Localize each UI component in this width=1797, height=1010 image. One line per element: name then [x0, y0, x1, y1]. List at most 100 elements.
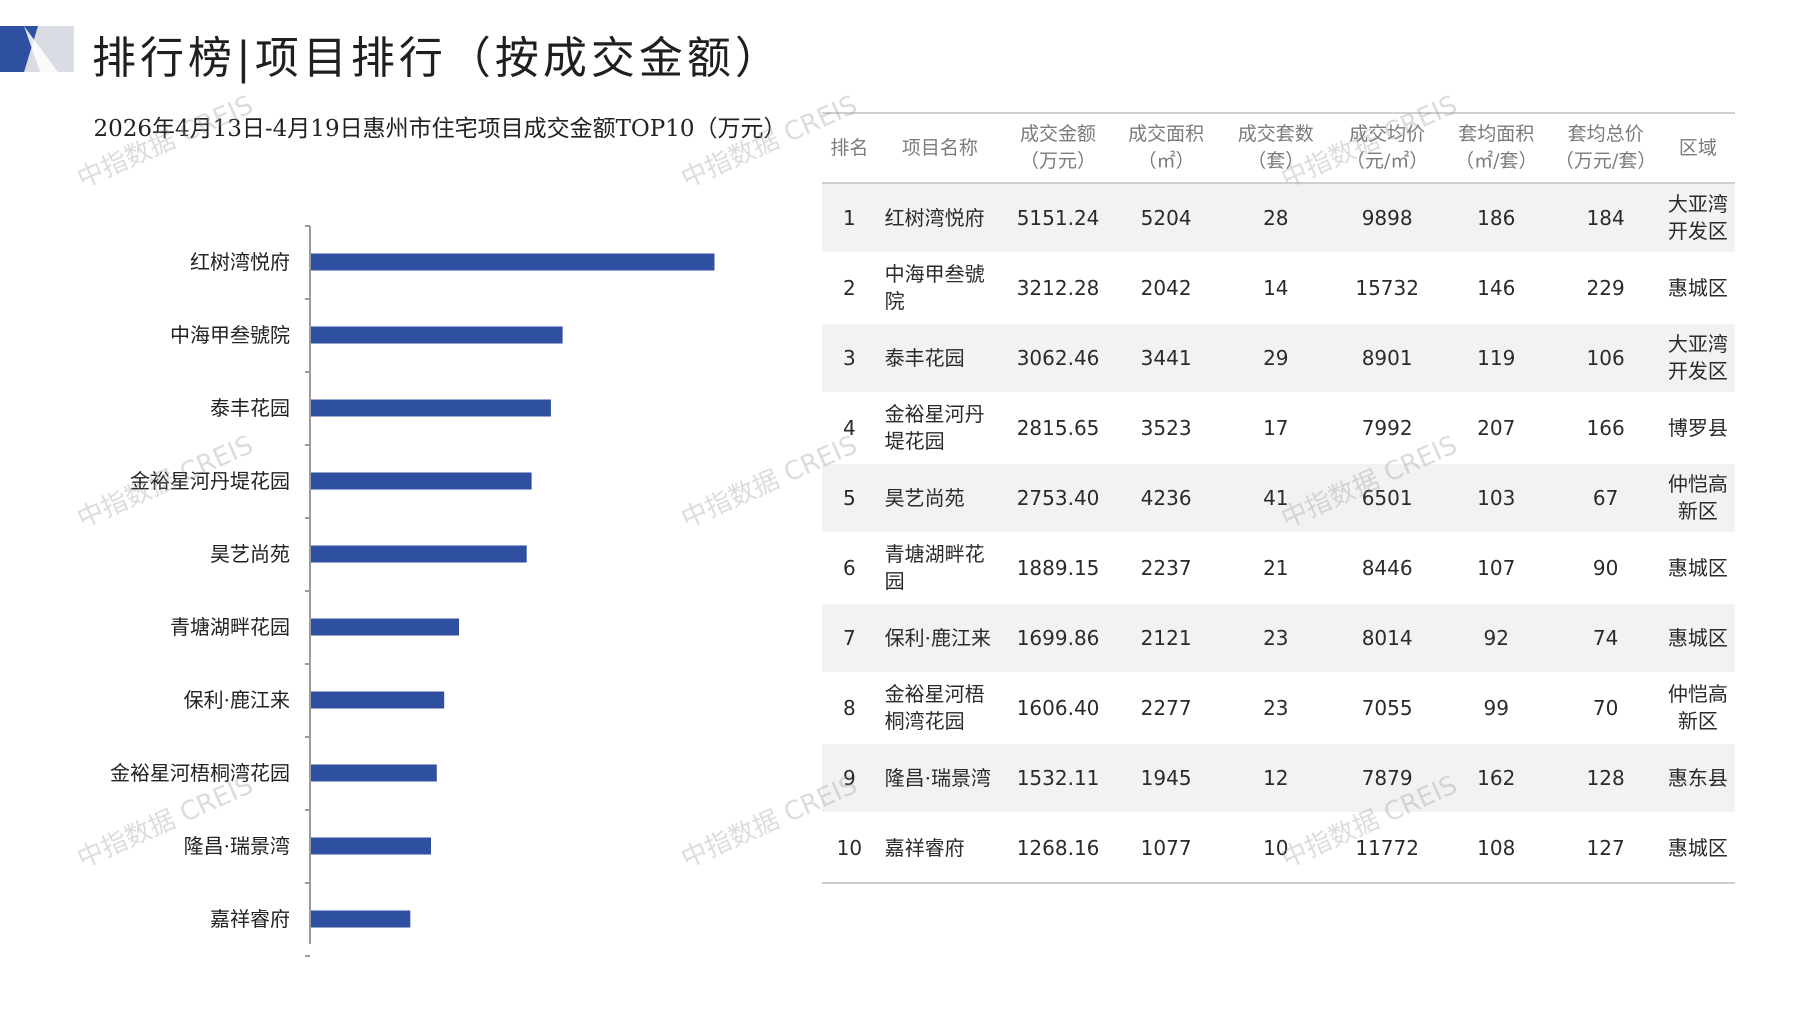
- cell-name: 金裕星河丹堤花园: [876, 393, 1004, 464]
- cell-rank: 2: [822, 253, 877, 324]
- cell-price: 11772: [1332, 813, 1442, 884]
- cell-rank: 4: [822, 393, 877, 464]
- cell-amount: 1606.40: [1003, 673, 1113, 744]
- ranking-table: 排名 项目名称 成交金额（万元） 成交面积（㎡） 成交套数（套） 成交均价（元/…: [822, 112, 1735, 884]
- cell-avg-area: 186: [1442, 183, 1551, 254]
- cell-avg-total: 70: [1550, 673, 1661, 744]
- category-label: 隆昌·瑞景湾: [184, 834, 290, 858]
- cell-amount: 1532.11: [1003, 743, 1113, 814]
- cell-region: 仲恺高新区: [1660, 673, 1735, 744]
- cell-area: 2277: [1112, 673, 1220, 744]
- cell-avg-total: 127: [1550, 813, 1661, 884]
- header-amount: 成交金额（万元）: [1003, 112, 1113, 184]
- cell-avg-area: 207: [1442, 393, 1551, 464]
- cell-avg-area: 103: [1442, 463, 1551, 534]
- table-row: 4 金裕星河丹堤花园 2815.65 3523 17 7992 207 166 博罗县: [822, 393, 1735, 464]
- header-price: 成交均价（元/㎡）: [1332, 112, 1442, 184]
- cell-price: 7055: [1332, 673, 1442, 744]
- cell-area: 4236: [1112, 463, 1220, 534]
- cell-avg-total: 166: [1550, 393, 1661, 464]
- cell-amount: 2753.40: [1003, 463, 1113, 534]
- bar: [311, 910, 411, 928]
- category-label: 红树湾悦府: [190, 250, 290, 274]
- cell-units: 23: [1219, 673, 1333, 744]
- cell-area: 5204: [1112, 183, 1220, 254]
- cell-price: 15732: [1332, 253, 1442, 324]
- bar: [311, 399, 551, 417]
- cell-price: 8901: [1332, 323, 1442, 394]
- cell-area: 2042: [1112, 253, 1220, 324]
- cell-price: 6501: [1332, 463, 1442, 534]
- cell-region: 大亚湾开发区: [1660, 183, 1735, 254]
- header-units: 成交套数（套）: [1219, 112, 1333, 184]
- cell-amount: 1699.86: [1003, 603, 1113, 674]
- cell-name: 昊艺尚苑: [876, 463, 1004, 534]
- cell-units: 17: [1219, 393, 1333, 464]
- cell-avg-area: 107: [1442, 533, 1551, 604]
- bar: [311, 837, 431, 855]
- category-label: 中海甲叁號院: [170, 323, 290, 347]
- cell-rank: 3: [822, 323, 877, 394]
- cell-avg-area: 119: [1442, 323, 1551, 394]
- cell-units: 10: [1219, 813, 1333, 884]
- cell-region: 仲恺高新区: [1660, 463, 1735, 534]
- cell-avg-total: 128: [1550, 743, 1661, 814]
- cell-name: 嘉祥睿府: [876, 813, 1004, 884]
- category-label: 嘉祥睿府: [210, 907, 290, 931]
- table-row: 9 隆昌·瑞景湾 1532.11 1945 12 7879 162 128 惠东县: [822, 743, 1735, 814]
- cell-avg-area: 108: [1442, 813, 1551, 884]
- cell-name: 红树湾悦府: [876, 183, 1004, 254]
- bar: [311, 691, 445, 709]
- cell-name: 金裕星河梧桐湾花园: [876, 673, 1004, 744]
- cell-rank: 9: [822, 743, 877, 814]
- bar: [311, 545, 527, 563]
- cell-units: 41: [1219, 463, 1333, 534]
- cell-amount: 3062.46: [1003, 323, 1113, 394]
- cell-area: 1077: [1112, 813, 1220, 884]
- table-row: 8 金裕星河梧桐湾花园 1606.40 2277 23 7055 99 70 仲恺高新区: [822, 673, 1735, 744]
- cell-price: 9898: [1332, 183, 1442, 254]
- table-row: 6 青塘湖畔花园 1889.15 2237 21 8446 107 90 惠城区: [822, 533, 1735, 604]
- cell-units: 21: [1219, 533, 1333, 604]
- bar-chart: 红树湾悦府中海甲叁號院泰丰花园金裕星河丹堤花园昊艺尚苑青塘湖畔花园保利·鹿江来金…: [110, 225, 715, 957]
- cell-area: 3441: [1112, 323, 1220, 394]
- cell-avg-area: 99: [1442, 673, 1551, 744]
- category-label: 泰丰花园: [210, 396, 290, 420]
- cell-rank: 1: [822, 183, 877, 254]
- category-label: 金裕星河梧桐湾花园: [110, 761, 290, 785]
- category-label: 金裕星河丹堤花园: [130, 469, 290, 493]
- header-region: 区域: [1660, 112, 1735, 184]
- cell-area: 3523: [1112, 393, 1220, 464]
- bar: [311, 253, 715, 271]
- cell-avg-area: 162: [1442, 743, 1551, 814]
- category-label: 保利·鹿江来: [184, 688, 290, 712]
- cell-region: 博罗县: [1660, 393, 1735, 464]
- cell-region: 惠城区: [1660, 533, 1735, 604]
- header-name: 项目名称: [876, 112, 1004, 184]
- cell-avg-total: 74: [1550, 603, 1661, 674]
- cell-units: 29: [1219, 323, 1333, 394]
- bar: [311, 472, 532, 490]
- table-row: 1 红树湾悦府 5151.24 5204 28 9898 186 184 大亚湾开发区: [822, 183, 1735, 254]
- cell-avg-total: 106: [1550, 323, 1661, 394]
- chart-title: 2026年4月13日-4月19日惠州市住宅项目成交金额TOP10（万元）: [93, 116, 787, 142]
- cell-rank: 7: [822, 603, 877, 674]
- cell-amount: 1889.15: [1003, 533, 1113, 604]
- cell-name: 中海甲叁號院: [876, 253, 1004, 324]
- table-row: 3 泰丰花园 3062.46 3441 29 8901 119 106 大亚湾开发区: [822, 323, 1735, 394]
- cell-avg-area: 92: [1442, 603, 1551, 674]
- cell-price: 7879: [1332, 743, 1442, 814]
- header-rank: 排名: [822, 112, 877, 184]
- cell-units: 12: [1219, 743, 1333, 814]
- cell-region: 大亚湾开发区: [1660, 323, 1735, 394]
- table-row: 10 嘉祥睿府 1268.16 1077 10 11772 108 127 惠城区: [822, 813, 1735, 884]
- header-avg-area: 套均面积（㎡/套）: [1442, 112, 1551, 184]
- cell-area: 2121: [1112, 603, 1220, 674]
- cell-avg-total: 67: [1550, 463, 1661, 534]
- cell-units: 23: [1219, 603, 1333, 674]
- cell-area: 1945: [1112, 743, 1220, 814]
- cell-units: 14: [1219, 253, 1333, 324]
- cell-rank: 6: [822, 533, 877, 604]
- cell-avg-area: 146: [1442, 253, 1551, 324]
- cell-region: 惠城区: [1660, 813, 1735, 884]
